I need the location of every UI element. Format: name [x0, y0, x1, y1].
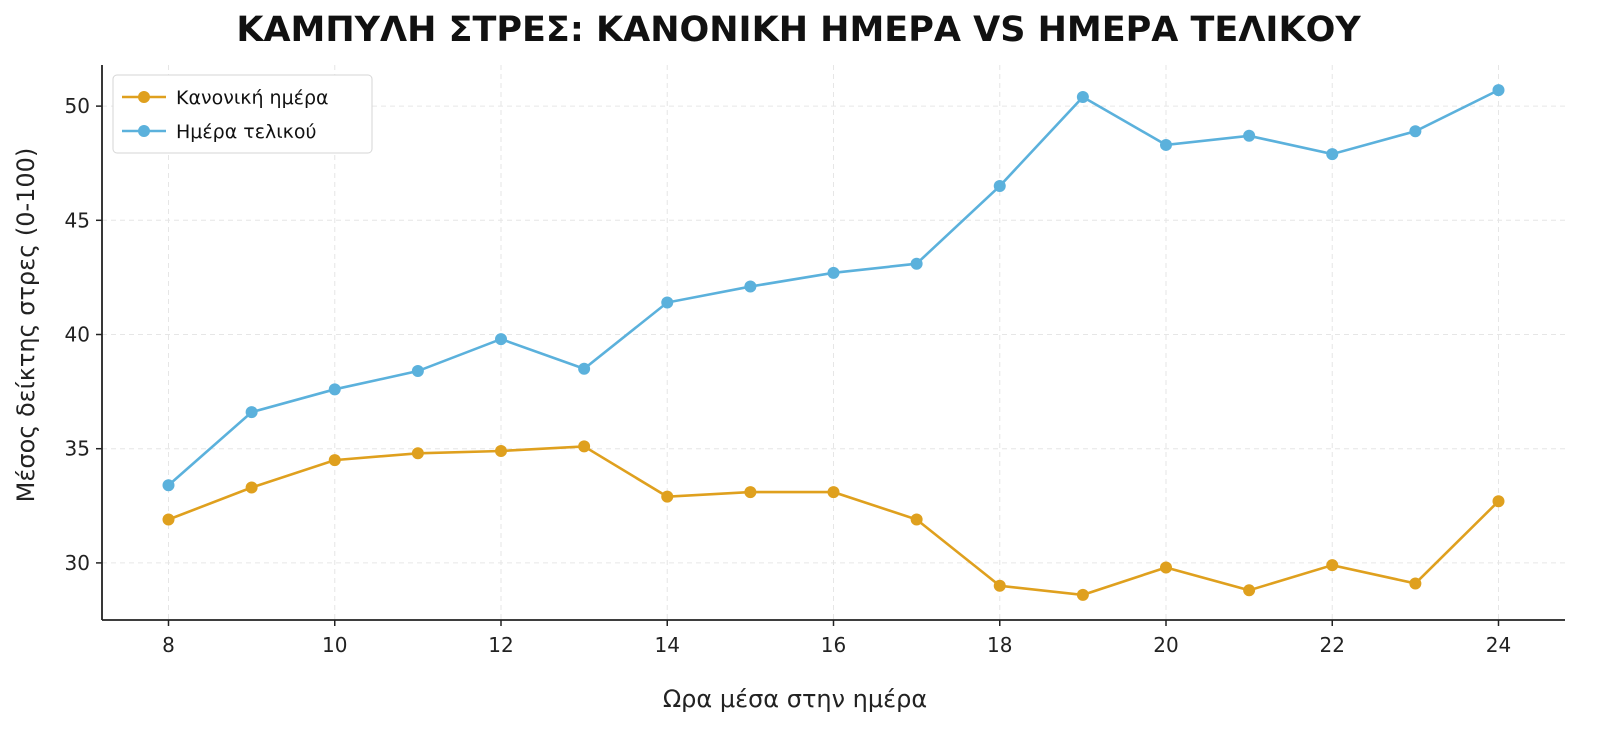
data-point: [1160, 561, 1172, 574]
data-point: [328, 454, 341, 467]
data-point: [328, 383, 341, 396]
data-point: [1492, 84, 1505, 97]
x-tick-label: 22: [1320, 633, 1345, 657]
data-point: [495, 333, 507, 346]
data-point: [411, 365, 424, 378]
y-tick-label: 45: [65, 208, 90, 232]
data-point: [1409, 125, 1422, 138]
x-tick-label: 10: [322, 633, 347, 657]
data-point: [744, 486, 757, 499]
y-axis-label: Μέσος δείκτης στρες (0-100): [12, 148, 40, 503]
y-tick-label: 30: [65, 551, 90, 575]
data-point: [245, 406, 258, 419]
data-point: [578, 440, 591, 453]
x-tick-label: 12: [488, 633, 513, 657]
data-point: [827, 266, 840, 279]
data-point: [495, 444, 507, 457]
data-point: [1409, 577, 1422, 590]
data-point: [1326, 559, 1339, 572]
data-point: [661, 296, 674, 309]
data-point: [1243, 584, 1256, 597]
data-point: [744, 280, 757, 293]
series-lines: [162, 84, 1505, 601]
legend-marker: [138, 91, 150, 103]
x-tick-label: 18: [987, 633, 1012, 657]
data-point: [162, 479, 175, 492]
x-axis-label: Ωρα μέσα στην ημέρα: [663, 685, 927, 713]
legend-label: Κανονική ημέρα: [176, 87, 329, 109]
y-tick-label: 35: [65, 437, 90, 461]
legend-label: Ημέρα τελικού: [176, 121, 316, 143]
x-tick-label: 14: [655, 633, 680, 657]
legend: Κανονική ημέρα Ημέρα τελικού: [112, 74, 373, 154]
data-point: [162, 513, 175, 526]
data-point: [993, 579, 1006, 592]
data-point: [1160, 138, 1172, 151]
legend-box: [112, 74, 373, 154]
data-point: [1492, 495, 1505, 508]
data-point: [578, 362, 591, 375]
grid: [102, 65, 1565, 620]
data-point: [910, 513, 923, 526]
y-tick-label: 40: [65, 323, 90, 347]
data-point: [1326, 148, 1339, 161]
data-point: [411, 447, 424, 460]
x-tick-label: 20: [1153, 633, 1178, 657]
data-point: [1076, 588, 1089, 601]
data-point: [993, 180, 1006, 193]
data-point: [1076, 90, 1089, 103]
data-point: [661, 490, 674, 503]
legend-marker: [138, 125, 150, 137]
data-point: [910, 257, 923, 270]
chart-title: ΚΑΜΠΥΛΗ ΣΤΡΕΣ: ΚΑΝΟΝΙΚΗ ΗΜΕΡΑ VS ΗΜΕΡΑ Τ…: [236, 10, 1361, 50]
axes: 8 10 12 14 16 18 20 22 24 30 35 40 45 50: [65, 65, 1565, 657]
data-point: [245, 481, 258, 494]
data-point: [827, 486, 840, 499]
data-point: [1243, 129, 1256, 142]
y-tick-label: 50: [65, 94, 90, 118]
x-tick-label: 16: [821, 633, 846, 657]
x-tick-label: 24: [1486, 633, 1511, 657]
x-tick-label: 8: [162, 633, 175, 657]
